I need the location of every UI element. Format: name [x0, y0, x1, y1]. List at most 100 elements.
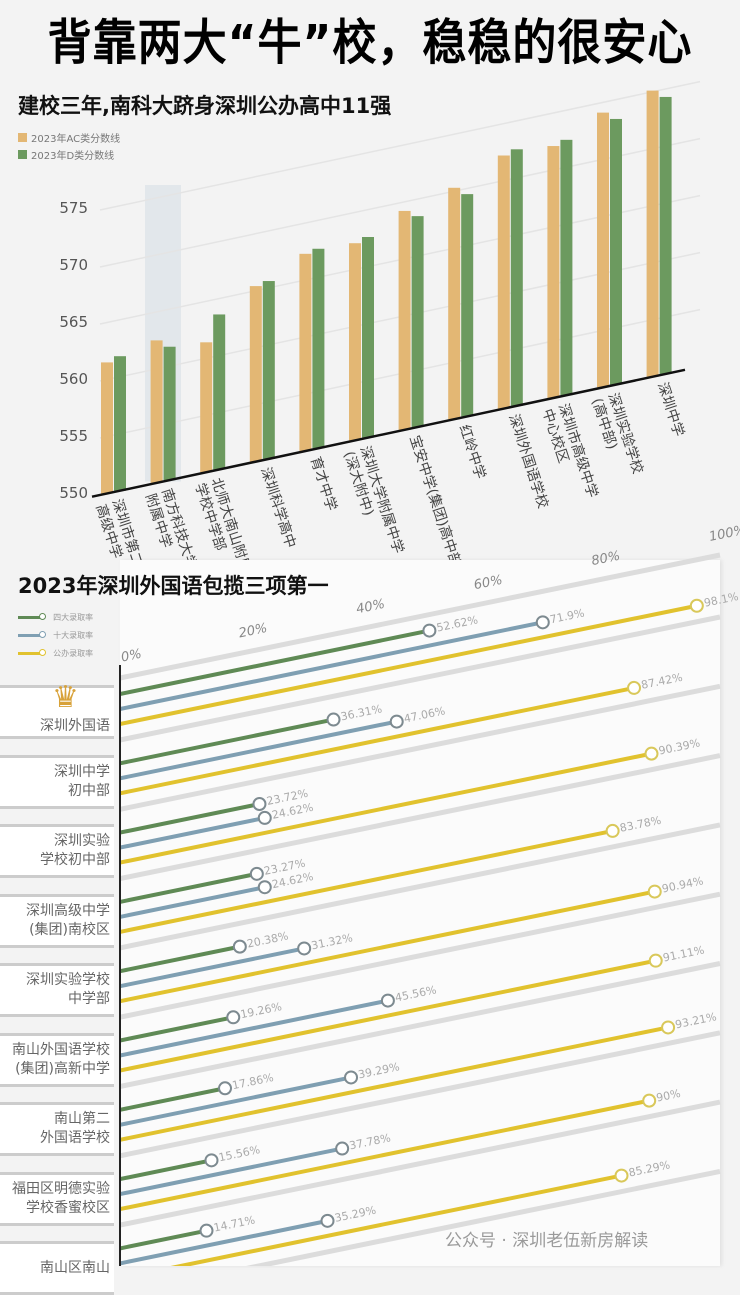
- legend-top10-label: 十大录取率: [53, 630, 94, 640]
- bar-chart-title: 建校三年,南科大跻身深圳公办高中11强: [18, 94, 392, 118]
- series-end-marker: [257, 880, 272, 895]
- series-line: [119, 685, 635, 796]
- series-end-marker: [380, 993, 395, 1008]
- series-line: [119, 719, 398, 781]
- value-label: 52.62%: [435, 613, 479, 634]
- row-separator: [119, 683, 721, 812]
- value-label: 98.1%: [703, 590, 740, 610]
- bar-d: [362, 237, 374, 438]
- legend-d: 2023年D类分数线: [18, 147, 115, 162]
- bar-d: [213, 314, 226, 470]
- row-label: 深圳中学初中部: [0, 754, 114, 809]
- series-line: [119, 751, 652, 865]
- bar-ac: [547, 146, 560, 398]
- bar-d: [312, 248, 325, 449]
- series-line: [119, 717, 334, 766]
- bar-ac: [200, 342, 213, 473]
- legend-d-label: 2023年D类分数线: [31, 150, 115, 162]
- row-label-line: 初中部: [68, 782, 110, 799]
- row-label: 深圳高级中学 (集团)南校区: [0, 893, 114, 948]
- series-end-marker: [535, 615, 550, 630]
- series-line: [119, 1015, 234, 1043]
- row-label-line: 深圳外国语: [40, 718, 110, 734]
- bar-ac: [497, 155, 510, 409]
- row-label-line: 南山第二: [54, 1111, 110, 1127]
- series-end-marker: [605, 823, 620, 838]
- x-tick-label: 80%: [590, 549, 621, 570]
- y-tick-label: 570: [59, 256, 88, 274]
- value-label: 83.78%: [619, 814, 663, 835]
- legend-public: 公办录取率: [18, 646, 93, 660]
- series-end-marker: [627, 680, 642, 695]
- bar-ac: [646, 90, 659, 377]
- series-end-marker: [218, 1081, 233, 1096]
- row-label-line: 外国语学校: [40, 1130, 110, 1146]
- legend-top10: 十大录取率: [18, 628, 93, 642]
- series-end-marker: [647, 884, 662, 899]
- series-line: [119, 1228, 207, 1251]
- row-label-line: 学校香蜜校区: [26, 1199, 110, 1216]
- series-line: [119, 889, 656, 1004]
- line-chart-title: 2023年深圳外国语包揽三项第一: [18, 574, 329, 598]
- row-label: 深圳实验学校 中学部: [0, 963, 114, 1017]
- bar-ac: [150, 340, 163, 483]
- y-tick-label: 565: [59, 313, 88, 331]
- y-tick-label: 555: [59, 427, 88, 445]
- row-label: 福田区明德实验 学校香蜜校区: [0, 1171, 114, 1226]
- row-separator: [119, 891, 721, 1020]
- row-label-line: 南山区南山: [40, 1259, 110, 1276]
- x-axis-line: [91, 368, 686, 498]
- series-end-marker: [642, 1093, 657, 1108]
- row-label-line: 深圳中学: [54, 763, 110, 780]
- row-label: 南山外国语学校 (集团)高新中学: [0, 1032, 114, 1087]
- value-label: 20.38%: [246, 929, 290, 950]
- y-tick-label: 575: [59, 199, 88, 217]
- bar-ac: [249, 286, 262, 462]
- series-end-marker: [204, 1153, 219, 1168]
- x-tick-label: 40%: [355, 597, 386, 618]
- value-label: 19.26%: [239, 1000, 283, 1021]
- value-label: 90.39%: [657, 736, 701, 757]
- row-label-line: 南山外国语学校: [12, 1041, 110, 1058]
- series-line: [119, 958, 657, 1073]
- series-line: [119, 1158, 212, 1182]
- series-line: [119, 1146, 343, 1197]
- value-label: 87.42%: [640, 671, 684, 692]
- row-separator: [119, 552, 721, 681]
- value-label: 93.21%: [674, 1010, 718, 1031]
- series-line: [119, 946, 305, 989]
- series-line: [119, 1025, 669, 1142]
- series-line: [170, 1173, 622, 1266]
- row-label-line: 深圳高级中学: [26, 902, 110, 919]
- row-label: 南山第二外国语学校: [0, 1102, 114, 1156]
- value-label: 71.9%: [549, 607, 586, 627]
- series-end-marker: [232, 939, 247, 954]
- x-tick-label: 60%: [473, 573, 504, 594]
- legend-public-line: [18, 648, 46, 656]
- row-separator: [119, 1099, 721, 1228]
- crown-icon: ♛: [52, 680, 79, 715]
- series-end-marker: [326, 712, 341, 727]
- legend-top4: 四大录取率: [18, 610, 93, 624]
- bar-d: [659, 96, 672, 374]
- series-end-marker: [226, 1010, 241, 1025]
- x-tick-label: 100%: [708, 523, 740, 545]
- series-line: [119, 871, 258, 904]
- bar-d: [461, 194, 474, 417]
- line-chart: 0% 20% 40% 60% 80% 100% 52.62% 71.9% 98.1% 36.31%…: [119, 523, 740, 1266]
- series-end-marker: [389, 714, 404, 729]
- series-end-marker: [689, 598, 704, 613]
- series-line: [119, 885, 266, 919]
- series-line: [119, 944, 241, 974]
- row-label-line: 学校初中部: [40, 852, 110, 868]
- value-label: 85.29%: [627, 1158, 671, 1179]
- value-label: 37.78%: [348, 1131, 392, 1152]
- watermark: 公众号 · 深圳老伍新房解读: [445, 1231, 649, 1251]
- gridline: [99, 80, 701, 211]
- value-label: 39.29%: [357, 1060, 401, 1081]
- row-label-line: (集团)高新中学: [15, 1060, 110, 1077]
- series-line: [119, 802, 260, 835]
- value-label: 90%: [655, 1087, 682, 1105]
- row-separator: [246, 1168, 721, 1266]
